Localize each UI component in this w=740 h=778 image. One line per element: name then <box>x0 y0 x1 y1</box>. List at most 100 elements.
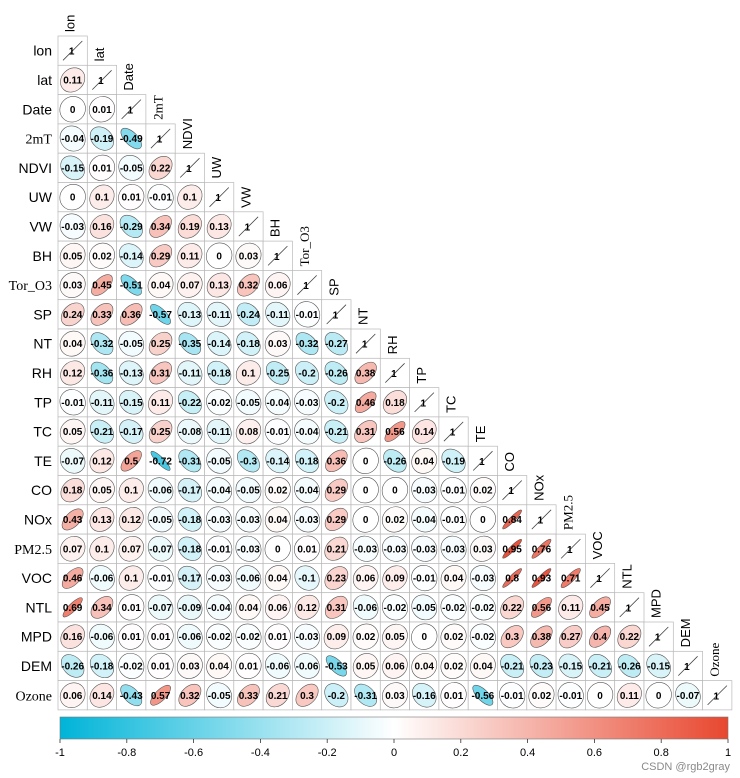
value-label-20-1: -0.06 <box>91 632 114 643</box>
row-label-ntl: NTL <box>26 599 53 615</box>
value-label-4-2: -0.05 <box>120 163 143 174</box>
ellipse-18-8 <box>294 565 320 591</box>
row-label-co: CO <box>31 482 52 498</box>
value-label-7-2: -0.14 <box>120 251 143 262</box>
ellipse-15-11 <box>381 477 409 504</box>
ellipse-3-0 <box>59 125 86 152</box>
column-label-nox: NOx <box>531 474 546 501</box>
diagonal-label-8: 1 <box>303 281 309 292</box>
value-label-13-7: -0.01 <box>266 427 289 438</box>
colorbar-tick-label-0-2: -0.2 <box>318 747 337 759</box>
ellipse-13-12 <box>411 419 437 444</box>
row-label-ndvi: NDVI <box>19 160 52 176</box>
ellipse-22-13 <box>440 682 467 709</box>
ellipse-12-9 <box>324 390 349 415</box>
value-label-19-18: 0.45 <box>590 603 610 614</box>
ellipse-19-7 <box>264 594 291 621</box>
ellipse-21-12 <box>411 653 438 679</box>
value-label-16-4: -0.18 <box>178 515 201 526</box>
ellipse-6-1 <box>89 214 115 239</box>
diagonal-label-7: 1 <box>274 252 280 263</box>
column-label-tc: TC <box>444 396 459 413</box>
value-label-5-3: -0.01 <box>149 193 172 204</box>
ellipse-16-0 <box>61 508 84 531</box>
ellipse-21-15 <box>500 654 525 678</box>
ellipse-22-18 <box>586 682 614 709</box>
ellipse-8-4 <box>177 272 203 298</box>
cell-13-11 <box>379 416 410 447</box>
row-label-vw: VW <box>29 218 52 234</box>
diagonal-mark-21 <box>678 656 698 676</box>
value-label-14-8: -0.18 <box>296 456 319 467</box>
column-label-2mt: 2mT <box>151 95 166 120</box>
value-label-22-8: 0.3 <box>300 691 314 702</box>
ellipse-22-15 <box>499 682 526 709</box>
value-label-22-3: 0.57 <box>151 691 171 702</box>
colorbar-tick-label-1: -1 <box>55 747 65 759</box>
ellipse-18-7 <box>264 565 291 591</box>
column-label-ozone: Ozone <box>707 642 722 676</box>
value-label-18-0: 0.46 <box>63 574 83 585</box>
ellipse-22-8 <box>295 683 319 707</box>
colorbar-tick-label-0-2: 0.2 <box>453 747 468 759</box>
diagonal-mark-4 <box>179 157 200 178</box>
ellipse-4-1 <box>88 154 116 181</box>
ellipse-14-5 <box>206 448 232 474</box>
diagonal-label-5: 1 <box>215 193 221 204</box>
column-label-dem: DEM <box>678 618 693 647</box>
value-label-10-4: -0.35 <box>178 339 201 350</box>
value-label-18-9: 0.23 <box>327 574 347 585</box>
value-label-16-8: -0.03 <box>296 515 319 526</box>
value-label-22-1: 0.14 <box>92 691 112 702</box>
value-label-15-10: 0 <box>363 486 369 497</box>
ellipse-16-2 <box>118 507 144 532</box>
value-label-13-8: -0.04 <box>296 427 319 438</box>
row-label-nox: NOx <box>24 511 52 527</box>
value-label-21-8: -0.06 <box>296 661 319 672</box>
value-label-22-14: -0.56 <box>471 691 494 702</box>
ellipse-7-5 <box>206 242 233 269</box>
value-label-7-4: 0.11 <box>180 251 199 262</box>
diagonal-label-16: 1 <box>538 515 544 526</box>
ellipse-17-12 <box>411 535 438 562</box>
value-label-22-19: 0.11 <box>620 691 639 702</box>
ellipse-15-2 <box>118 477 144 503</box>
ellipse-21-10 <box>352 653 379 679</box>
diagonal-mark-22 <box>707 685 728 706</box>
value-label-22-10: -0.31 <box>354 691 377 702</box>
ellipse-9-0 <box>60 302 85 327</box>
value-label-14-5: -0.05 <box>208 456 231 467</box>
ellipse-19-2 <box>118 594 145 621</box>
column-label-ntl: NTL <box>619 564 634 589</box>
value-label-18-3: -0.01 <box>149 574 172 585</box>
value-label-20-10: 0.02 <box>356 632 376 643</box>
ellipse-19-16 <box>531 596 552 618</box>
value-label-2-0: 0 <box>70 105 76 116</box>
ellipse-15-13 <box>440 477 467 504</box>
value-label-3-0: -0.04 <box>61 134 84 145</box>
ellipse-8-5 <box>206 272 232 298</box>
ellipse-4-3 <box>148 155 173 180</box>
ellipse-15-9 <box>324 478 348 502</box>
colorbar-tick-label-0-4: 0.4 <box>520 747 535 759</box>
value-label-10-0: 0.04 <box>63 339 83 350</box>
value-label-12-3: 0.11 <box>151 398 170 409</box>
column-label-sp: SP <box>326 278 341 295</box>
ellipse-13-8 <box>294 418 320 445</box>
ellipse-12-4 <box>177 390 202 415</box>
value-label-21-17: -0.15 <box>559 661 582 672</box>
value-label-3-2: -0.49 <box>120 134 143 145</box>
ellipse-15-4 <box>177 478 202 503</box>
diagonal-mark-0 <box>62 40 83 61</box>
ellipse-21-4 <box>176 653 203 679</box>
ellipse-17-15 <box>502 538 522 559</box>
value-label-22-18: 0 <box>597 691 603 702</box>
ellipse-18-2 <box>118 565 144 591</box>
ellipse-10-0 <box>59 330 86 357</box>
value-label-21-9: -0.53 <box>325 661 348 672</box>
ellipse-6-3 <box>149 215 172 238</box>
ellipse-19-4 <box>177 594 203 620</box>
ellipse-22-16 <box>528 682 555 709</box>
diagonal-label-2: 1 <box>127 105 133 116</box>
ellipse-15-10 <box>352 477 379 504</box>
